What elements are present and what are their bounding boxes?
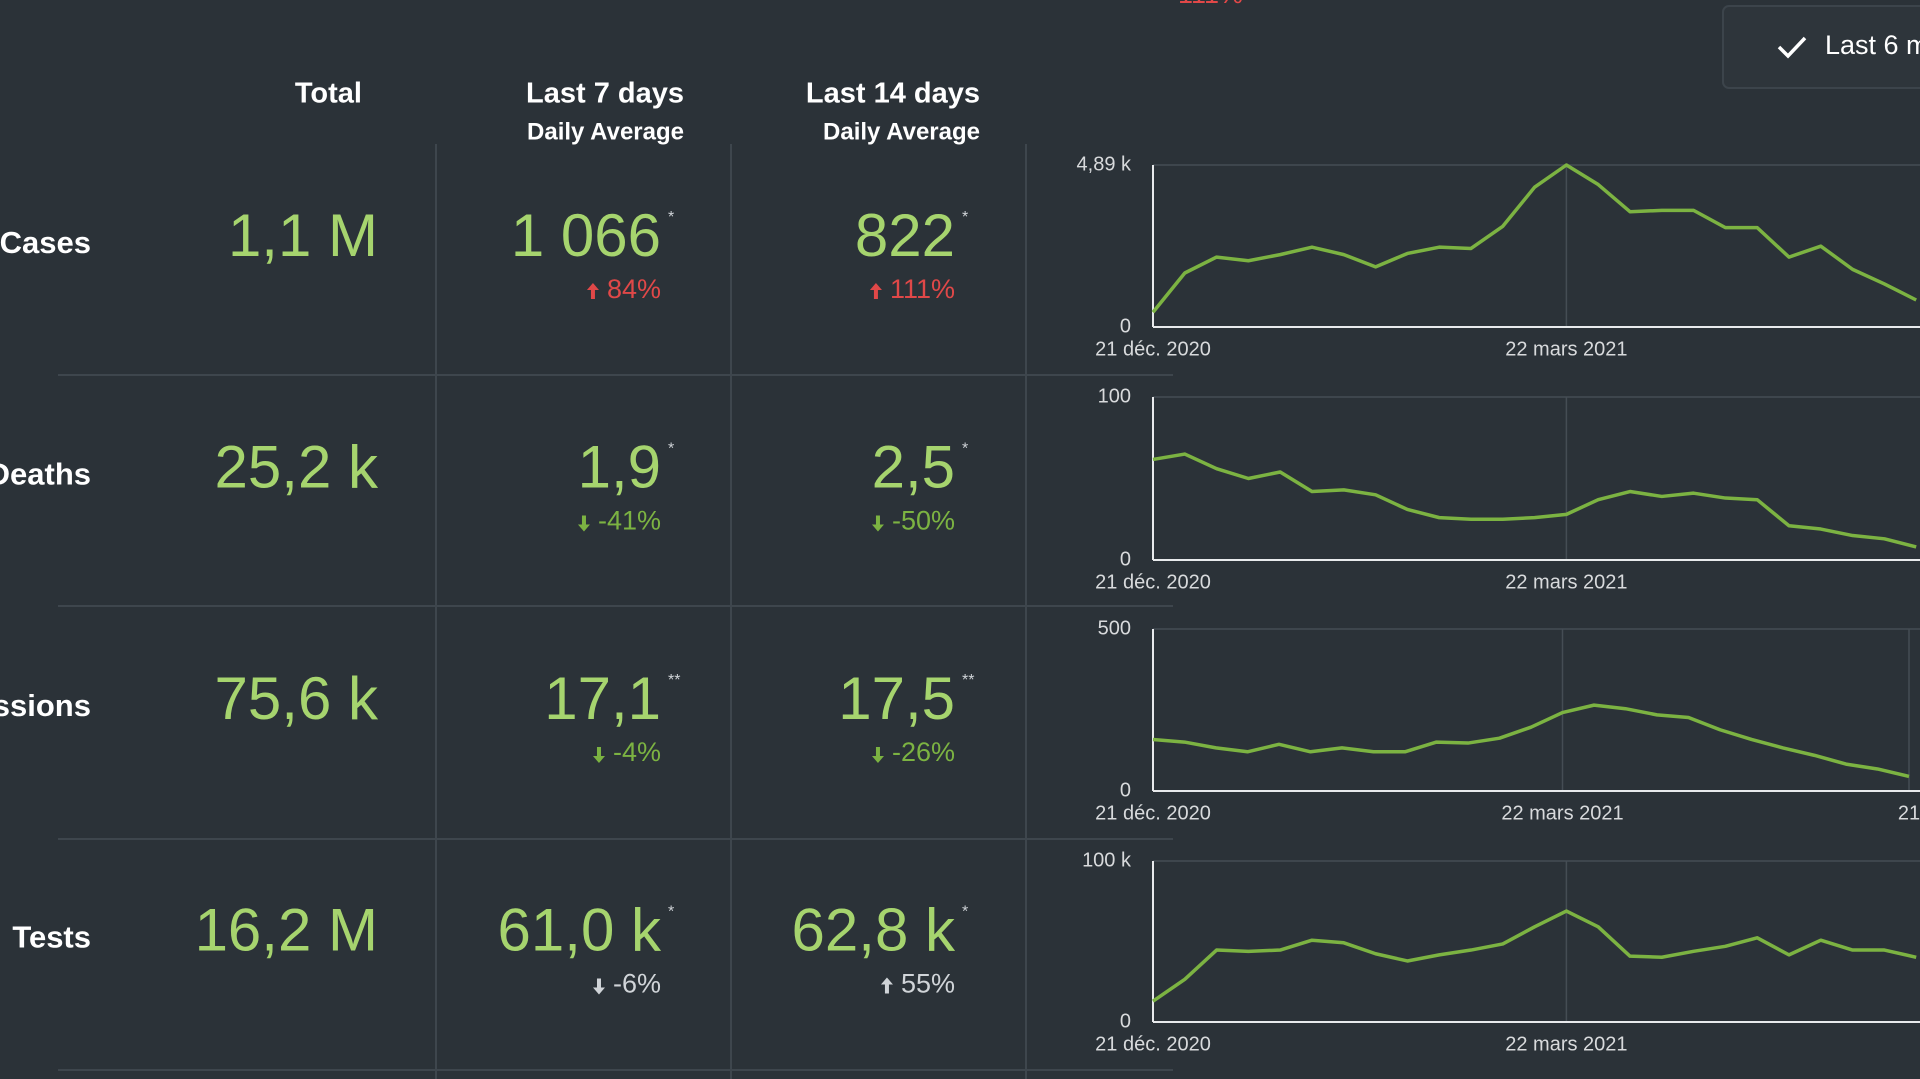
period-button[interactable] <box>1722 5 1920 89</box>
trend-arrow <box>880 977 893 994</box>
y-tick-label: 100 k <box>1082 849 1132 871</box>
total-value: 75,6 k <box>215 665 379 732</box>
footnote-mark: * <box>668 904 674 921</box>
footnote-mark: ** <box>962 672 974 689</box>
trend-arrow <box>586 283 599 299</box>
row-label: Cases <box>0 225 91 260</box>
change-value: -50% <box>892 506 955 536</box>
trend-arrow <box>592 747 605 763</box>
y-tick-label: 500 <box>1098 617 1131 639</box>
cut-fragment: 111% <box>1178 0 1243 9</box>
average-value: 17,5 <box>838 665 955 732</box>
trend-arrow <box>577 515 590 532</box>
average-value: 61,0 k <box>498 896 662 963</box>
column-subheader: Daily Average <box>527 118 684 145</box>
x-tick-label: 21 déc. 2020 <box>1095 338 1211 360</box>
series-line <box>1151 163 1917 314</box>
footnote-mark: * <box>668 441 674 458</box>
footnote-mark: * <box>962 904 968 921</box>
x-tick-label: 21 déc. 2020 <box>1095 802 1211 824</box>
column-header: Last 14 days <box>806 78 980 110</box>
y-tick-label: 0 <box>1120 315 1131 337</box>
check-icon <box>1777 36 1807 59</box>
average-value: 1,9 <box>578 433 661 500</box>
footnote-mark: ** <box>668 672 680 689</box>
y-tick-label: 4,89 k <box>1077 153 1132 175</box>
y-tick-label: 100 <box>1098 385 1131 407</box>
column-subheader: Daily Average <box>823 118 980 145</box>
change-value: 55% <box>901 969 955 999</box>
total-value: 25,2 k <box>215 433 379 500</box>
trend-arrow <box>592 978 605 995</box>
x-tick-label: 21 déc. 2020 <box>1095 1033 1211 1055</box>
change-value: 111% <box>890 274 955 304</box>
footnote-mark: * <box>962 441 968 458</box>
x-tick-label: 21 déc. 2020 <box>1095 571 1211 593</box>
x-tick-label: 21 <box>1898 802 1920 824</box>
x-tick-label: 22 mars 2021 <box>1501 802 1623 824</box>
change-value: -26% <box>892 737 955 767</box>
change-value: -6% <box>613 969 661 999</box>
series-line <box>1152 909 1917 1003</box>
period-label[interactable]: Last 6 m <box>1825 30 1920 60</box>
row-label: ssions <box>0 688 91 723</box>
x-tick-label: 22 mars 2021 <box>1505 1033 1627 1055</box>
average-value: 62,8 k <box>792 896 956 963</box>
trend-arrow <box>869 283 882 299</box>
footnote-mark: * <box>962 209 968 226</box>
series-line <box>1152 452 1917 549</box>
y-tick-label: 0 <box>1120 548 1131 570</box>
average-value: 1 066 <box>511 202 661 269</box>
trend-arrow <box>871 747 884 763</box>
series-line <box>1152 703 1910 779</box>
change-value: -41% <box>598 506 661 536</box>
row-label: Tests <box>12 920 91 955</box>
row-label: Deaths <box>0 457 91 492</box>
footnote-mark: * <box>668 209 674 226</box>
y-tick-label: 0 <box>1120 1010 1131 1032</box>
change-value: -4% <box>613 737 661 767</box>
total-value: 16,2 M <box>195 896 378 963</box>
y-tick-label: 0 <box>1120 779 1131 801</box>
trend-arrow <box>871 515 884 532</box>
average-value: 2,5 <box>872 433 955 500</box>
column-header: Last 7 days <box>526 78 684 110</box>
average-value: 17,1 <box>544 665 661 732</box>
change-value: 84% <box>607 274 661 304</box>
average-value: 822 <box>855 202 955 269</box>
x-tick-label: 22 mars 2021 <box>1505 338 1627 360</box>
x-tick-label: 22 mars 2021 <box>1505 571 1627 593</box>
column-header: Total <box>295 78 362 110</box>
total-value: 1,1 M <box>228 202 378 269</box>
